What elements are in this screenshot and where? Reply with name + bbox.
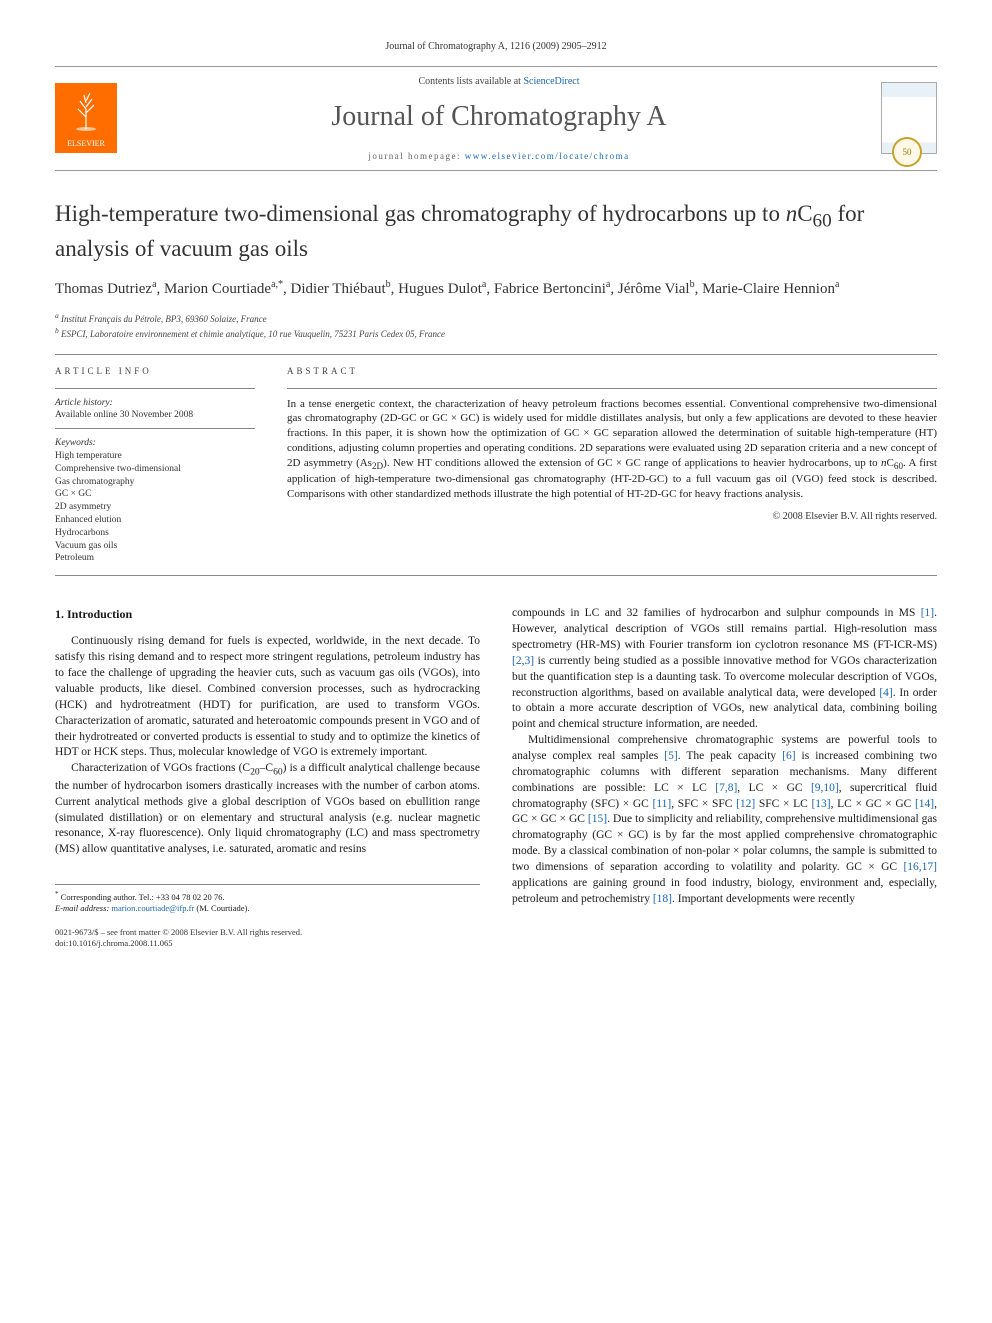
divider [55,428,255,429]
journal-name: Journal of Chromatography A [117,98,881,136]
body-column-left: Continuously rising demand for fuels is … [55,634,480,858]
divider [55,575,937,576]
body-column-right: compounds in LC and 32 families of hydro… [512,606,937,907]
abstract-label: ABSTRACT [287,365,937,377]
email-label: E-mail address: [55,903,109,913]
divider [287,388,937,389]
page-footer: 0021-9673/$ – see front matter © 2008 El… [55,927,937,950]
keyword-item: Enhanced elution [55,514,255,527]
section-1-heading: 1. Introduction [55,606,480,622]
keywords-label: Keywords: [55,438,96,448]
keyword-item: GC × GC [55,488,255,501]
corresponding-email-link[interactable]: marion.courtiade@ifp.fr [111,903,194,913]
elsevier-tree-icon [66,89,106,131]
article-title: High-temperature two-dimensional gas chr… [55,199,937,264]
keyword-item: Comprehensive two-dimensional [55,463,255,476]
journal-reference: Journal of Chromatography A, 1216 (2009)… [55,40,937,54]
footer-doi-line: doi:10.1016/j.chroma.2008.11.065 [55,938,937,949]
article-info-label: ARTICLE INFO [55,365,255,377]
divider [55,388,255,389]
email-tail: (M. Courtiade). [196,903,249,913]
corresponding-author: * Corresponding author. Tel.: +33 04 78 … [55,890,480,903]
corr-text: Corresponding author. Tel.: +33 04 78 02… [61,892,225,902]
footer-issn-line: 0021-9673/$ – see front matter © 2008 El… [55,927,937,938]
homepage-prefix: journal homepage: [368,151,464,161]
history-online-date: Available online 30 November 2008 [55,410,193,420]
elsevier-logo-label: ELSEVIER [67,139,105,150]
divider [55,354,937,355]
article-history: Article history: Available online 30 Nov… [55,397,255,423]
keywords-block: Keywords: High temperatureComprehensive … [55,437,255,565]
elsevier-logo: ELSEVIER [55,83,117,153]
journal-homepage-line: journal homepage: www.elsevier.com/locat… [117,150,881,162]
journal-header: ELSEVIER Contents lists available at Sci… [55,66,937,171]
copyright-line: © 2008 Elsevier B.V. All rights reserved… [287,510,937,524]
journal-cover-thumbnail [881,82,937,154]
history-label: Article history: [55,398,113,408]
corresponding-email-line: E-mail address: marion.courtiade@ifp.fr … [55,903,480,914]
affiliation-b: b ESPCI, Laboratoire environnement et ch… [55,326,937,340]
keyword-item: 2D asymmetry [55,501,255,514]
keyword-item: Vacuum gas oils [55,540,255,553]
keyword-item: High temperature [55,450,255,463]
author-list: Thomas Dutrieza, Marion Courtiadea,*, Di… [55,278,937,301]
abstract-text: In a tense energetic context, the charac… [287,397,937,503]
contents-prefix: Contents lists available at [418,76,523,87]
sciencedirect-link[interactable]: ScienceDirect [523,76,579,87]
journal-homepage-link[interactable]: www.elsevier.com/locate/chroma [465,151,630,161]
keyword-item: Petroleum [55,552,255,565]
affiliations: a Institut Français du Pétrole, BP3, 693… [55,311,937,340]
keyword-item: Gas chromatography [55,476,255,489]
keyword-item: Hydrocarbons [55,527,255,540]
affiliation-a: a Institut Français du Pétrole, BP3, 693… [55,311,937,325]
contents-available-line: Contents lists available at ScienceDirec… [117,75,881,89]
